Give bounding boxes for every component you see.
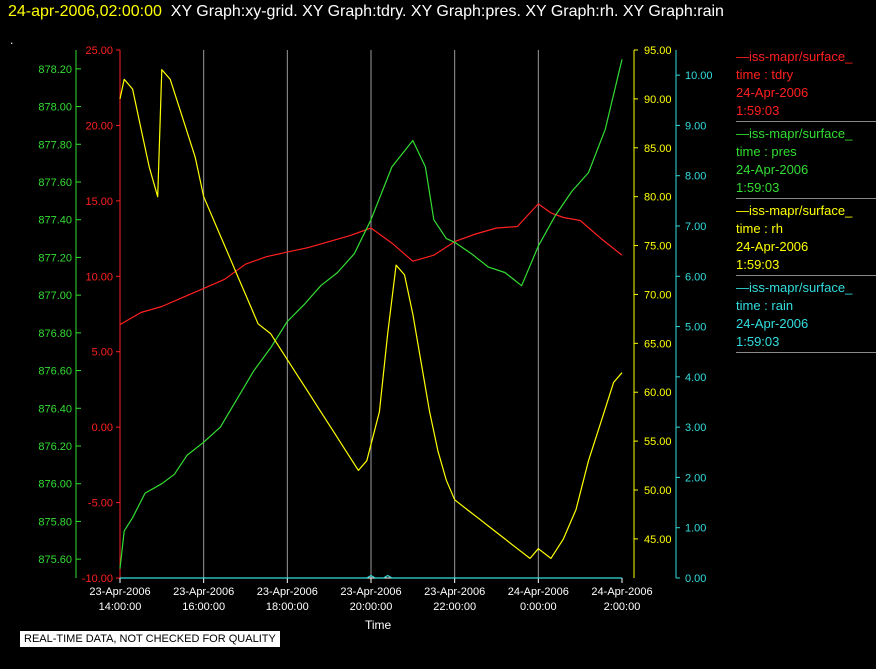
tdry-tick-label: 10.00	[85, 271, 113, 283]
pres-tick-label: 876.40	[38, 403, 72, 415]
header-graph-list: XY Graph:xy-grid. XY Graph:tdry. XY Grap…	[170, 3, 724, 20]
rh-tick-label: 80.00	[644, 192, 672, 204]
pres-tick-label: 876.20	[38, 441, 72, 453]
pres-tick-label: 877.80	[38, 139, 72, 151]
legend-source: —iss-mapr/surface_	[736, 280, 853, 295]
legend-entry: —iss-mapr/surface_time : tdry 24-Apr-2006…	[736, 48, 876, 122]
legend-var: time : tdry	[736, 67, 794, 82]
legend-var: time : rain	[736, 298, 794, 313]
legend-date: 24-Apr-2006	[736, 162, 809, 177]
rain-tick-label: 1.00	[685, 523, 706, 535]
rh-tick-label: 55.00	[644, 436, 672, 448]
legend-entry: —iss-mapr/surface_time : rh 24-Apr-2006 1:…	[736, 202, 876, 276]
x-tick-label-time: 14:00:00	[99, 601, 142, 613]
pres-tick-label: 876.80	[38, 328, 72, 340]
rh-tick-label: 60.00	[644, 387, 672, 399]
rain-tick-label: 10.00	[685, 70, 713, 82]
legend-time: 1:59:03	[736, 180, 780, 195]
series-line-pres	[119, 59, 623, 569]
pres-tick-label: 875.60	[38, 554, 72, 566]
rain-tick-label: 8.00	[685, 171, 706, 183]
legend-date: 24-Apr-2006	[736, 85, 809, 100]
x-tick-label-date: 24-Apr-2006	[508, 586, 569, 598]
x-tick-label-time: 16:00:00	[182, 601, 225, 613]
x-tick-label-time: 22:00:00	[433, 601, 476, 613]
pres-tick-label: 877.40	[38, 215, 72, 227]
rain-tick-label: 7.00	[685, 221, 706, 233]
tdry-tick-label: -5.00	[88, 498, 113, 510]
pres-tick-label: 875.80	[38, 516, 72, 528]
pres-tick-label: 877.20	[38, 252, 72, 264]
pres-tick-label: 876.00	[38, 479, 72, 491]
legend-time: 1:59:03	[736, 257, 780, 272]
x-tick-label-date: 23-Apr-2006	[424, 586, 485, 598]
legend-time: 1:59:03	[736, 103, 780, 118]
series-line-rh	[119, 68, 623, 560]
tdry-tick-label: 0.00	[92, 422, 113, 434]
legend-date: 24-Apr-2006	[736, 239, 809, 254]
rh-tick-label: 95.00	[644, 45, 672, 57]
tdry-tick-label: 25.00	[85, 45, 113, 57]
x-tick-label-date: 23-Apr-2006	[340, 586, 401, 598]
legend-entry: —iss-mapr/surface_time : rain 24-Apr-2006…	[736, 279, 876, 353]
rh-tick-label: 90.00	[644, 94, 672, 106]
rain-tick-label: 5.00	[685, 322, 706, 334]
rh-tick-label: 75.00	[644, 241, 672, 253]
x-tick-label-time: 2:00:00	[604, 601, 641, 613]
tdry-tick-label: 15.00	[85, 196, 113, 208]
pres-tick-label: 876.60	[38, 366, 72, 378]
legend-source: —iss-mapr/surface_	[736, 49, 853, 64]
pres-tick-label: 877.60	[38, 177, 72, 189]
x-tick-label-time: 0:00:00	[520, 601, 557, 613]
legend: —iss-mapr/surface_ time : tdry 24-Apr-2006…	[736, 48, 876, 356]
tdry-tick-label: 20.00	[85, 120, 113, 132]
rain-tick-label: 3.00	[685, 422, 706, 434]
graph-header: 24-apr-2006,02:00:00 XY Graph:xy-grid. X…	[8, 3, 724, 21]
rh-tick-label: 85.00	[644, 143, 672, 155]
x-tick-label-date: 23-Apr-2006	[173, 586, 234, 598]
x-tick-label-time: 18:00:00	[266, 601, 309, 613]
pres-tick-label: 878.20	[38, 64, 72, 76]
legend-source: —iss-mapr/surface_	[736, 126, 853, 141]
series-line-tdry	[119, 203, 623, 326]
legend-var: time : pres	[736, 144, 797, 159]
quality-note: REAL-TIME DATA, NOT CHECKED FOR QUALITY	[20, 631, 280, 647]
legend-date: 24-Apr-2006	[736, 316, 809, 331]
rh-tick-label: 70.00	[644, 289, 672, 301]
x-tick-label-date: 24-Apr-2006	[591, 586, 652, 598]
rain-tick-label: 0.00	[685, 573, 706, 585]
pres-tick-label: 877.00	[38, 290, 72, 302]
rh-tick-label: 50.00	[644, 485, 672, 497]
header-timestamp: 24-apr-2006,02:00:00	[8, 3, 162, 20]
tdry-tick-label: 5.00	[92, 347, 113, 359]
legend-var: time : rh	[736, 221, 783, 236]
tdry-tick-label: -10.00	[82, 573, 113, 585]
x-tick-label-date: 23-Apr-2006	[89, 586, 150, 598]
legend-source: —iss-mapr/surface_	[736, 203, 853, 218]
x-tick-label-time: 20:00:00	[350, 601, 393, 613]
legend-entry: —iss-mapr/surface_time : pres 24-Apr-2006…	[736, 125, 876, 199]
rh-tick-label: 65.00	[644, 338, 672, 350]
legend-time: 1:59:03	[736, 334, 780, 349]
x-tick-label-date: 23-Apr-2006	[257, 586, 318, 598]
series-line-rain	[120, 574, 622, 579]
rain-tick-label: 4.00	[685, 372, 706, 384]
x-axis-title: Time	[365, 618, 392, 632]
rain-tick-label: 9.00	[685, 120, 706, 132]
rain-tick-label: 2.00	[685, 472, 706, 484]
header-dot: .	[10, 33, 14, 47]
pres-tick-label: 878.00	[38, 102, 72, 114]
rh-tick-label: 45.00	[644, 534, 672, 546]
rain-tick-label: 6.00	[685, 271, 706, 283]
